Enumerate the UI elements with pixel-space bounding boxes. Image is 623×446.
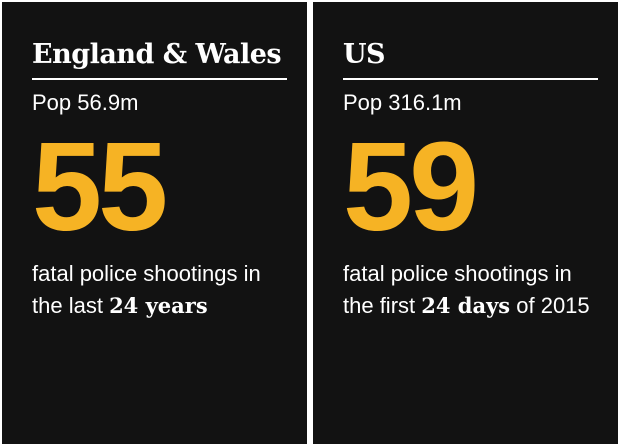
caption: fatal police shootings in the first 24 d… xyxy=(343,258,593,322)
big-number: 55 xyxy=(32,116,168,257)
title-rule xyxy=(343,78,598,80)
caption-text: fatal police shootings in the first xyxy=(343,261,572,318)
population: Pop 56.9m xyxy=(32,90,139,115)
caption-text: fatal police shootings in the last xyxy=(32,261,261,318)
panel: England & Wales Pop 56.9m 55 fatal police s… xyxy=(2,2,307,444)
title-rule xyxy=(32,78,287,80)
caption-bold: 24 years xyxy=(109,293,208,318)
caption-bold: 24 days xyxy=(421,293,511,318)
panel-title: US xyxy=(343,39,386,70)
panel-title: England & Wales xyxy=(32,39,282,70)
caption: fatal police shootings in the last 24 ye… xyxy=(32,258,282,322)
caption-text: of 2015 xyxy=(516,293,590,318)
big-number: 59 xyxy=(343,116,479,257)
panel: US Pop 316.1m 59 fatal police shootings in … xyxy=(313,2,618,444)
population: Pop 316.1m xyxy=(343,90,462,115)
